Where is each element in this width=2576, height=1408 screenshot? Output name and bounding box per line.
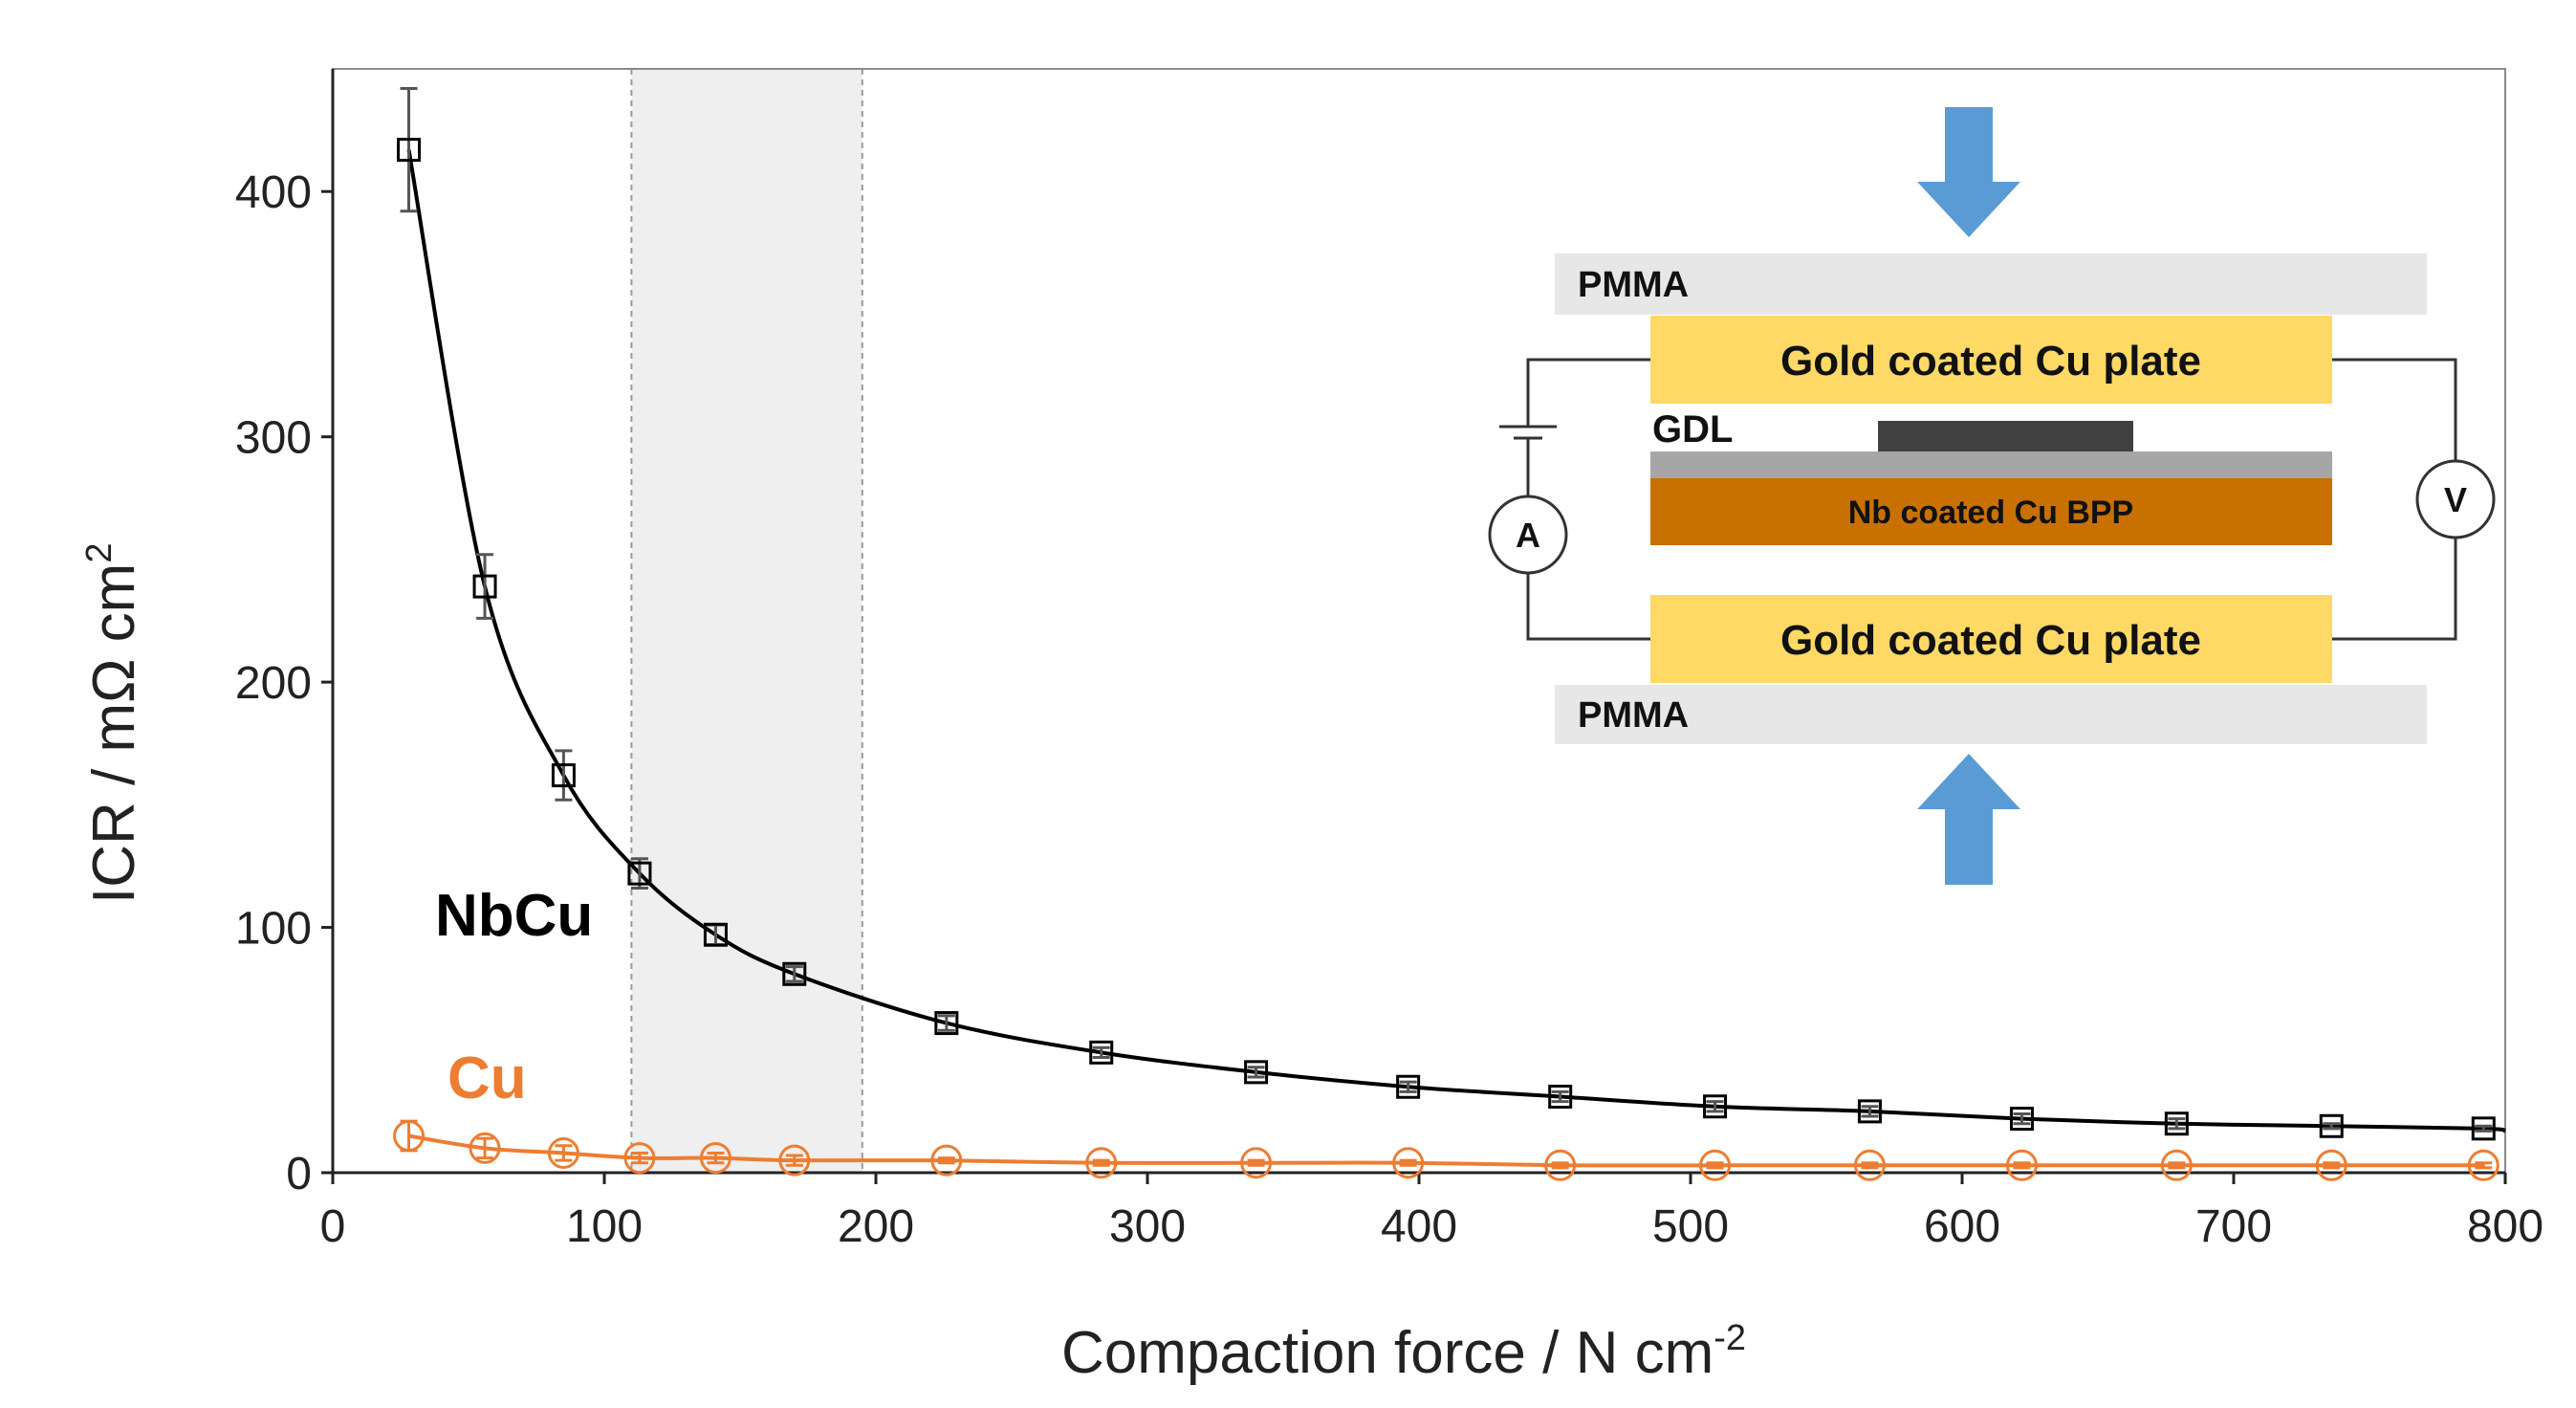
data-point-nbcu xyxy=(1244,1060,1269,1085)
ammeter-label: A xyxy=(1516,516,1540,555)
data-point-cu xyxy=(1240,1147,1273,1179)
data-point-cu xyxy=(623,1142,656,1175)
press-arrow-bottom-icon xyxy=(1917,754,2020,885)
x-tick-label: 200 xyxy=(838,1201,914,1252)
pmma-top-layer xyxy=(1555,253,2427,315)
y-tick-group: 0 100 200 300 400 xyxy=(235,167,333,1199)
x-tick-label: 400 xyxy=(1381,1201,1457,1252)
series-cu xyxy=(393,1119,2500,1181)
press-arrow-top-icon xyxy=(1917,107,2020,237)
data-point-nbcu xyxy=(627,861,652,886)
gdl-label: GDL xyxy=(1652,408,1733,451)
pmma-bottom-layer xyxy=(1555,685,2427,744)
gdl-bar xyxy=(1878,421,2133,451)
data-point-nbcu xyxy=(1548,1085,1573,1110)
x-tick-label: 500 xyxy=(1652,1201,1729,1252)
data-point-nbcu xyxy=(1857,1099,1882,1124)
x-axis-title-sup: -2 xyxy=(1714,1318,1746,1358)
circuit-wire-left-bottom xyxy=(1526,574,1650,641)
data-point-cu xyxy=(930,1144,963,1177)
ammeter-icon xyxy=(1488,495,1568,575)
y-axis-title: ICR / mΩ cm2 xyxy=(79,543,147,904)
y-tick-label: 300 xyxy=(235,413,312,464)
series-line-nbcu xyxy=(406,149,2507,1133)
pmma-bottom-label: PMMA xyxy=(1578,695,1689,736)
data-point-nbcu xyxy=(1703,1094,1728,1119)
data-point-nbcu xyxy=(782,961,807,986)
data-point-nbcu xyxy=(397,138,422,163)
data-point-cu xyxy=(469,1132,501,1164)
data-point-cu xyxy=(1699,1149,1732,1181)
data-point-cu xyxy=(2160,1149,2193,1181)
gold-plate-bottom xyxy=(1650,595,2332,683)
data-point-nbcu xyxy=(2319,1113,2344,1138)
data-point-cu xyxy=(778,1144,811,1177)
test-setup-schematic: PMMA Gold coated Cu plate GDL Nb coated … xyxy=(1488,107,2496,885)
y-axis-title-text: ICR / mΩ cm xyxy=(81,563,147,904)
data-point-nbcu xyxy=(2009,1107,2034,1132)
y-axis-title-sup: 2 xyxy=(79,543,120,563)
series-line-cu xyxy=(408,1133,2484,1168)
x-tick-label: 700 xyxy=(2195,1201,2272,1252)
gold-plate-bottom-label: Gold coated Cu plate xyxy=(1780,617,2201,664)
series-layer xyxy=(393,87,2507,1181)
pmma-top-label: PMMA xyxy=(1578,265,1689,305)
circuit-wire-right-top xyxy=(2332,358,2457,461)
circuit-wire-left xyxy=(1526,358,1650,427)
bpp-label: Nb coated Cu BPP xyxy=(1848,495,2133,531)
data-point-cu xyxy=(1085,1147,1118,1179)
x-tick-label: 100 xyxy=(566,1201,643,1252)
data-point-nbcu xyxy=(1396,1074,1421,1099)
data-point-nbcu xyxy=(2471,1116,2496,1141)
circuit-wire-right-bottom xyxy=(2332,538,2457,641)
data-point-nbcu xyxy=(934,1011,959,1036)
data-point-cu xyxy=(1853,1149,1886,1181)
gdl-layer xyxy=(1650,451,2332,478)
data-point-cu xyxy=(2315,1149,2347,1181)
data-point-nbcu xyxy=(551,763,576,788)
x-tick-label: 600 xyxy=(1924,1201,2000,1252)
gold-plate-top xyxy=(1650,316,2332,404)
data-point-cu xyxy=(2005,1149,2038,1181)
series-nbcu xyxy=(397,87,2507,1141)
x-axis-title: Compaction force / N cm-2 xyxy=(1061,1318,1746,1386)
data-point-cu xyxy=(1544,1149,1577,1181)
data-point-cu xyxy=(2467,1149,2500,1181)
data-point-cu xyxy=(393,1120,426,1153)
data-point-cu xyxy=(699,1142,731,1175)
bpp-layer xyxy=(1650,478,2332,545)
data-point-nbcu xyxy=(703,922,728,947)
data-point-nbcu xyxy=(1089,1040,1114,1065)
x-tick-label: 0 xyxy=(320,1201,346,1252)
y-tick-label: 400 xyxy=(235,167,312,218)
x-tick-group: 0 100 200 300 400 500 600 700 800 xyxy=(320,1173,2543,1252)
data-point-cu xyxy=(547,1136,579,1169)
data-point-cu xyxy=(1392,1147,1425,1179)
data-point-nbcu xyxy=(472,574,497,599)
x-axis-title-text: Compaction force / N cm xyxy=(1061,1320,1714,1386)
gold-plate-top-label: Gold coated Cu plate xyxy=(1780,338,2201,385)
y-tick-label: 0 xyxy=(286,1149,312,1199)
series-label-nbcu: NbCu xyxy=(435,883,593,949)
data-point-nbcu xyxy=(2164,1111,2189,1136)
series-label-cu: Cu xyxy=(448,1045,527,1111)
voltmeter-label: V xyxy=(2444,480,2467,519)
x-tick-label: 300 xyxy=(1109,1201,1186,1252)
highlight-band xyxy=(631,69,862,1173)
x-tick-label: 800 xyxy=(2467,1201,2543,1252)
y-tick-label: 100 xyxy=(235,904,312,955)
y-tick-label: 200 xyxy=(235,658,312,709)
